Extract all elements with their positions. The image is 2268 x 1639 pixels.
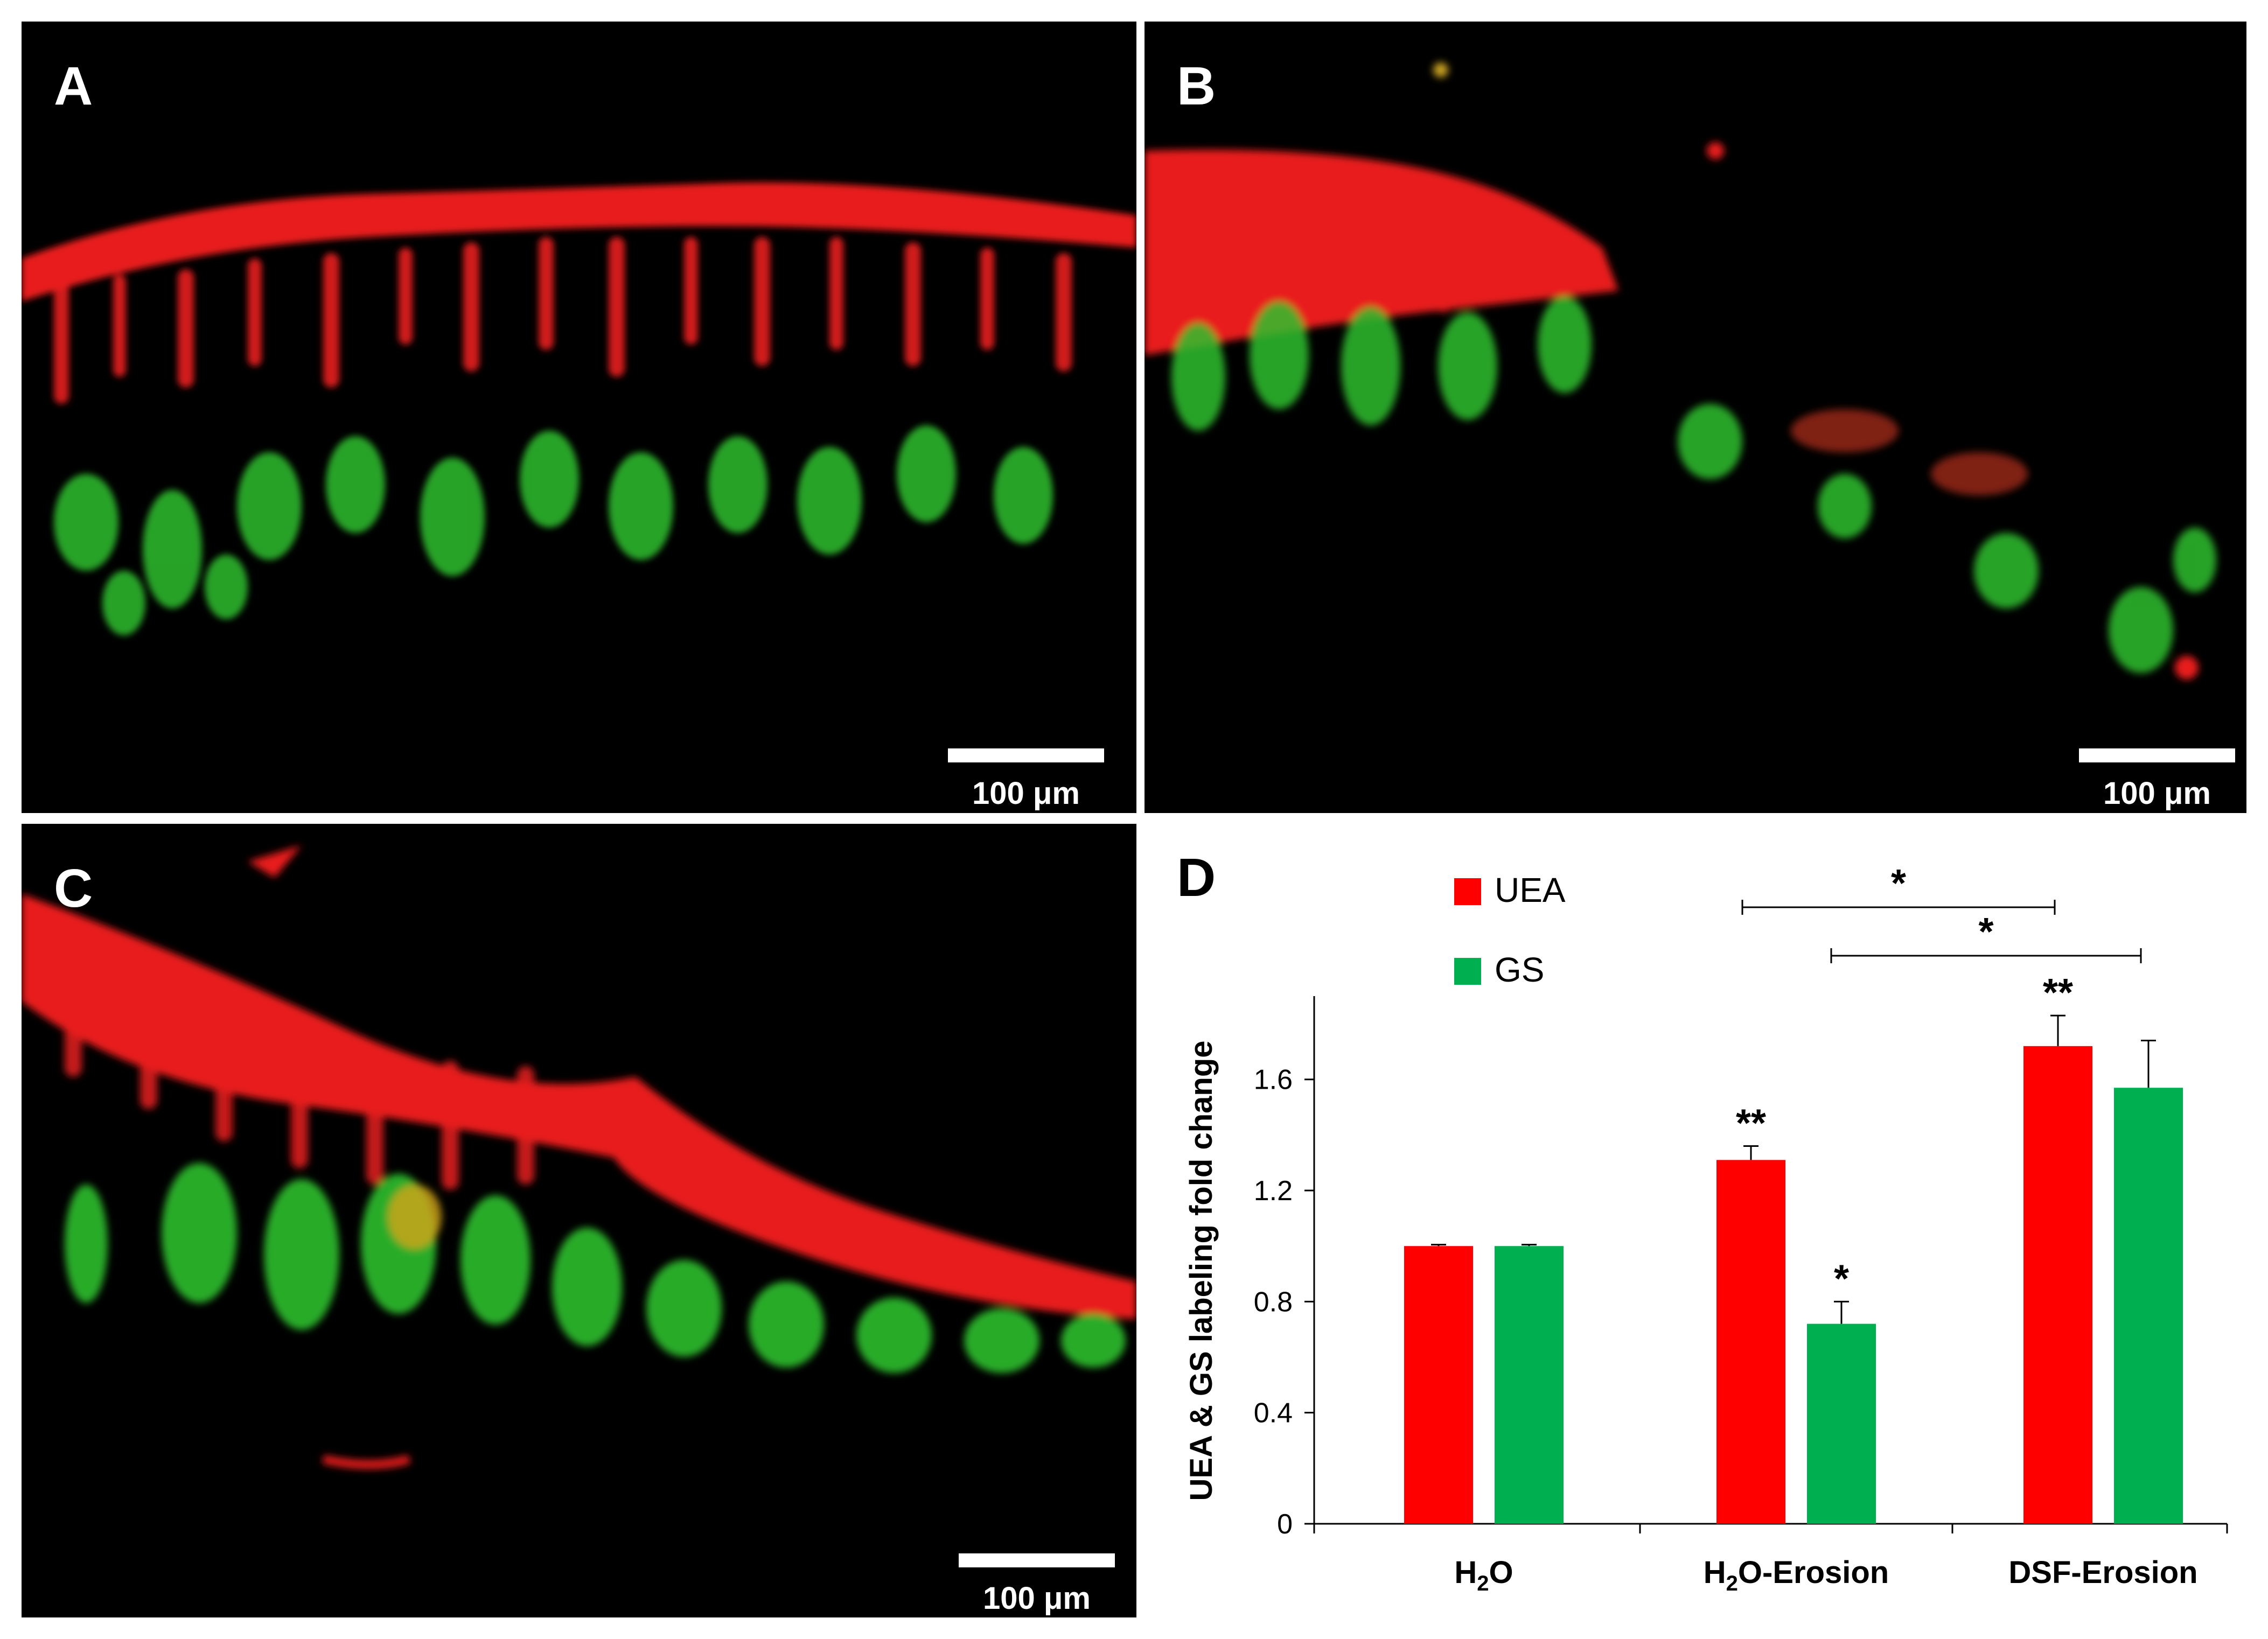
legend-label-uea: UEA [1495,871,1566,909]
y-tick-label: 0.8 [1254,1286,1293,1318]
x-tick-label: H2O [1454,1555,1513,1595]
panel-label-c: C [54,858,93,919]
bar-gs-dsf-erosion [2114,1088,2183,1524]
bar-uea-h2o [1404,1246,1473,1524]
significance-marker: * [1834,1257,1849,1300]
panel-label-b: B [1177,56,1216,116]
bar-chart: 0 0.4 0.8 1.2 1.6 UEA & GS labeling fold chan… [1145,824,2246,1617]
comparison-significance: * [1978,910,1993,954]
bar-uea-dsf-erosion [2023,1046,2092,1524]
micrograph-panel-b: B 100 μm [1145,22,2246,813]
scale-bar-label: 100 μm [2103,776,2211,811]
y-tick-label: 1.2 [1254,1175,1293,1207]
scale-bar-a: 100 μm [948,748,1104,813]
x-tick-label: DSF-Erosion [2008,1555,2197,1590]
y-axis-label: UEA & GS labeling fold change [1184,1040,1219,1501]
tissue-image-c [22,845,1136,1469]
bar-gs-h2o [1495,1246,1564,1524]
scale-bar-line [959,1553,1115,1567]
scale-bar-b: 100 μm [2079,748,2235,813]
y-tick-label: 0 [1277,1509,1293,1540]
comparison-significance: * [1891,862,1906,905]
legend-swatch-uea [1454,878,1481,905]
scale-bar-line [948,748,1104,762]
scale-bar-label: 100 μm [983,1581,1091,1616]
y-tick-label: 0.4 [1254,1398,1293,1429]
panel-label-d: D [1177,847,1216,908]
micrograph-panel-a: A 100 μm [22,22,1136,813]
scale-bar-line [2079,748,2235,762]
legend-swatch-gs [1454,958,1481,985]
significance-marker: ** [1736,1102,1766,1145]
bar-chart-svg: 0 0.4 0.8 1.2 1.6 UEA & GS labeling fold chan… [1184,862,2228,1595]
legend-label-gs: GS [1495,950,1544,989]
chart-panel-d: D 0 0.4 0.8 1.2 1.6 UEA & GS labeling fold ch… [1145,824,2246,1617]
tissue-image-a [22,182,1136,635]
x-tick-label: H2O-Erosion [1704,1555,1889,1595]
micrograph-panel-c: C 100 μm [22,824,1136,1617]
bar-uea-h2o-erosion [1716,1160,1785,1524]
panel-label-a: A [54,56,93,116]
bar-gs-h2o-erosion [1807,1323,1876,1524]
scale-bar-c: 100 μm [959,1553,1115,1617]
tissue-image-b [1145,62,2216,680]
y-tick-label: 1.6 [1254,1064,1293,1096]
significance-marker: ** [2043,971,2073,1014]
scale-bar-label: 100 μm [972,776,1080,811]
